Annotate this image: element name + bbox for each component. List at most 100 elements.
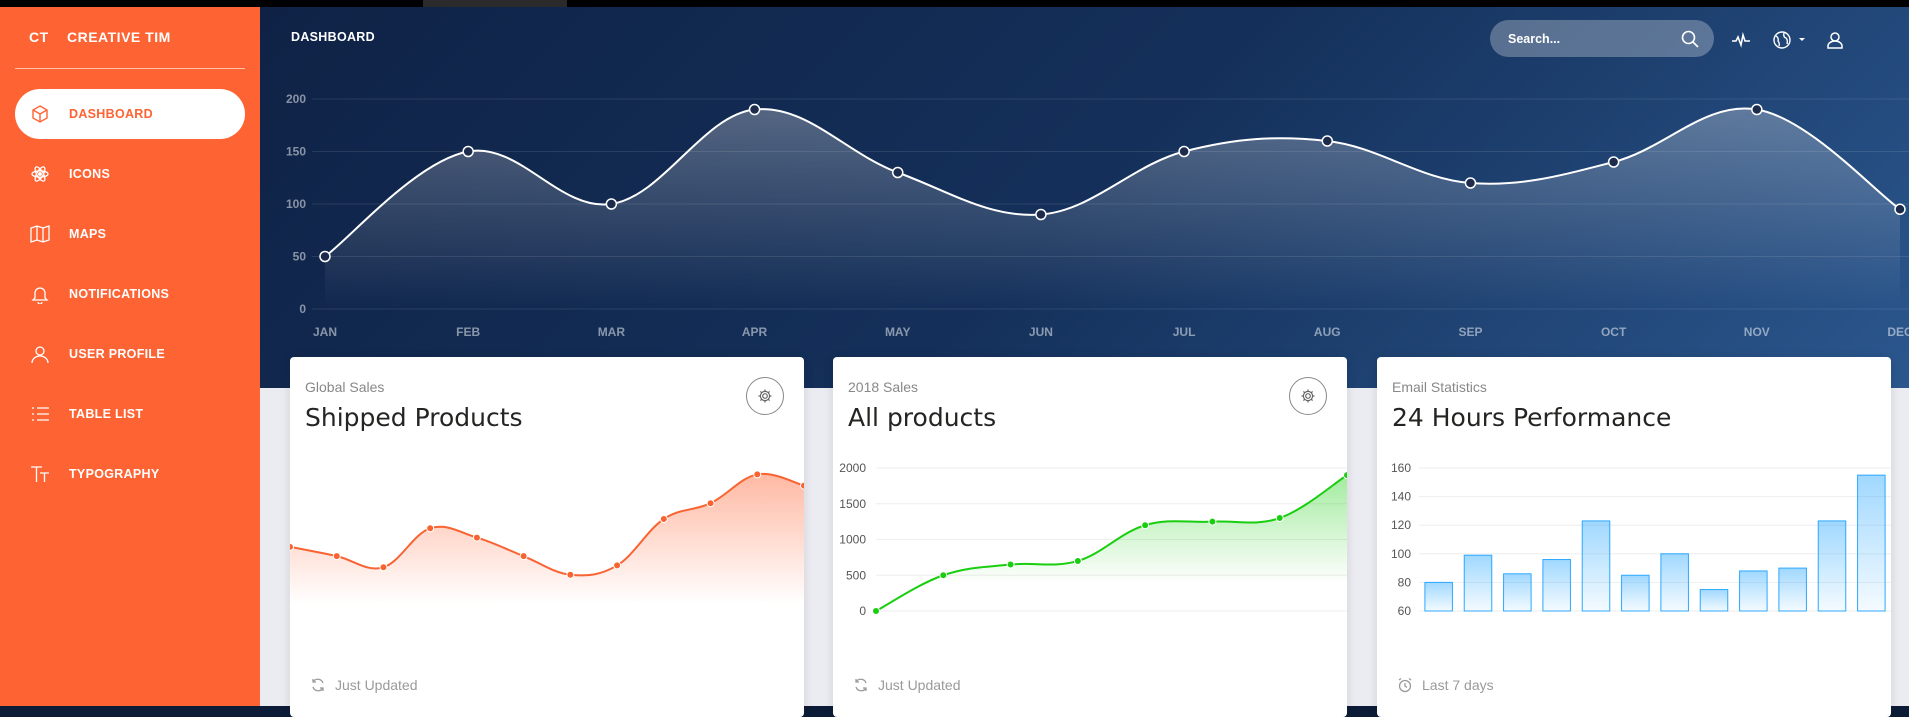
- sidebar-item-label: MAPS: [69, 227, 107, 241]
- data-point: [1343, 471, 1347, 480]
- y-tick-label: 150: [286, 145, 306, 159]
- y-tick-label: 120: [1391, 518, 1411, 532]
- browser-tab[interactable]: [423, 0, 567, 7]
- alarm-clock-icon: [1398, 677, 1412, 693]
- card-all-products: 2018 Sales All products 0 500 1000 1500 2000…: [833, 357, 1347, 717]
- x-tick-label: MAR: [598, 325, 626, 339]
- area-fill: [290, 473, 804, 637]
- y-tick-label: 1500: [839, 497, 866, 511]
- data-point: [319, 250, 331, 263]
- sidebar-item-label: ICONS: [69, 167, 111, 181]
- sidebar-item-typography[interactable]: TYPOGRAPHY: [15, 449, 245, 499]
- bar: [1699, 589, 1729, 612]
- sidebar: CT CREATIVE TIM DASHBOARD ICONS MAPS: [0, 7, 260, 706]
- x-tick-label: JAN: [313, 325, 337, 339]
- data-point: [462, 145, 474, 158]
- gear-icon: [1301, 389, 1315, 403]
- card-footer-text: Just Updated: [335, 677, 418, 693]
- data-point: [472, 533, 481, 542]
- data-point: [748, 103, 761, 116]
- y-tick-label: 0: [859, 604, 866, 618]
- data-point: [1607, 156, 1620, 168]
- sidebar-item-icons[interactable]: ICONS: [15, 149, 245, 199]
- search-icon[interactable]: [1680, 29, 1700, 49]
- card-footer-text: Just Updated: [878, 677, 961, 693]
- data-point: [1141, 521, 1150, 530]
- data-point: [891, 166, 904, 179]
- bar: [1660, 553, 1689, 612]
- y-tick-label: 100: [286, 197, 306, 211]
- data-point: [872, 607, 880, 615]
- x-tick-label: DEC: [1887, 325, 1909, 339]
- settings-button[interactable]: [1289, 377, 1327, 415]
- x-tick-label: JUL: [1173, 325, 1196, 339]
- bar: [1857, 474, 1886, 612]
- card-category: Global Sales: [305, 379, 385, 395]
- sidebar-item-maps[interactable]: MAPS: [15, 209, 245, 259]
- data-point: [939, 571, 948, 580]
- bar: [1581, 520, 1611, 612]
- list-icon: [29, 403, 51, 425]
- card-footer: Last 7 days: [1397, 677, 1494, 693]
- data-point: [1178, 145, 1190, 158]
- globe-icon[interactable]: [1771, 29, 1793, 51]
- data-point: [379, 563, 388, 572]
- shipped-products-chart: [290, 470, 804, 637]
- y-tick-label: 1000: [839, 533, 866, 547]
- bar: [1817, 520, 1847, 612]
- sidebar-item-label: NOTIFICATIONS: [69, 287, 170, 301]
- all-products-chart: 0 500 1000 1500 2000: [839, 461, 1347, 618]
- browser-top-strip: [0, 0, 1909, 7]
- area-fill: [325, 108, 1900, 309]
- y-tick-label: 2000: [839, 461, 866, 475]
- bell-icon: [29, 283, 51, 305]
- data-point: [753, 470, 762, 479]
- sidebar-item-notifications[interactable]: NOTIFICATIONS: [15, 269, 245, 319]
- sidebar-item-label: DASHBOARD: [69, 107, 153, 121]
- big-line-chart: 0 50 100 150 200 JAN FEB MAR APR MAY JUN JUL AUG SEP O…: [286, 92, 1909, 339]
- performance-bar-chart: 60 80 100 120 140 160: [1391, 461, 1891, 618]
- x-tick-label: JUN: [1029, 325, 1053, 339]
- y-tick-label: 160: [1391, 461, 1411, 475]
- data-point: [1751, 103, 1763, 116]
- atom-icon: [29, 163, 51, 185]
- card-category: 2018 Sales: [848, 379, 919, 395]
- y-tick-label: 50: [293, 250, 307, 264]
- brand-logo[interactable]: CT CREATIVE TIM: [0, 7, 260, 69]
- x-tick-label: APR: [742, 325, 768, 339]
- bar: [1424, 581, 1453, 612]
- x-tick-label: FEB: [456, 325, 480, 339]
- pulse-icon[interactable]: [1730, 29, 1752, 51]
- series-line: [875, 474, 1347, 612]
- user-icon[interactable]: [1824, 29, 1846, 51]
- gear-icon: [758, 389, 772, 403]
- sidebar-item-label: USER PROFILE: [69, 347, 165, 361]
- data-point: [706, 499, 715, 508]
- caret-down-icon[interactable]: [1796, 29, 1808, 51]
- data-point: [1321, 135, 1334, 147]
- y-tick-label: 200: [286, 92, 306, 106]
- y-tick-label: 60: [1398, 604, 1412, 618]
- card-title: 24 Hours Performance: [1392, 403, 1672, 432]
- data-point: [613, 561, 622, 570]
- settings-button[interactable]: [746, 377, 784, 415]
- sidebar-item-table-list[interactable]: TABLE LIST: [15, 389, 245, 439]
- data-point: [519, 552, 528, 561]
- sidebar-item-dashboard[interactable]: DASHBOARD: [15, 89, 245, 139]
- search-input[interactable]: [1508, 20, 1668, 57]
- data-point: [1894, 203, 1906, 215]
- series-line: [324, 107, 1901, 258]
- user-icon: [29, 343, 51, 365]
- brand-name: CREATIVE TIM: [67, 29, 171, 45]
- map-icon: [29, 223, 51, 245]
- page-title[interactable]: DASHBOARD: [291, 30, 375, 44]
- y-tick-label: 0: [299, 302, 306, 316]
- refresh-icon: [312, 678, 324, 692]
- bar: [1463, 554, 1493, 612]
- bar: [1542, 559, 1571, 612]
- sidebar-item-user-profile[interactable]: USER PROFILE: [15, 329, 245, 379]
- card-footer-text: Last 7 days: [1422, 677, 1494, 693]
- data-point: [1275, 514, 1284, 523]
